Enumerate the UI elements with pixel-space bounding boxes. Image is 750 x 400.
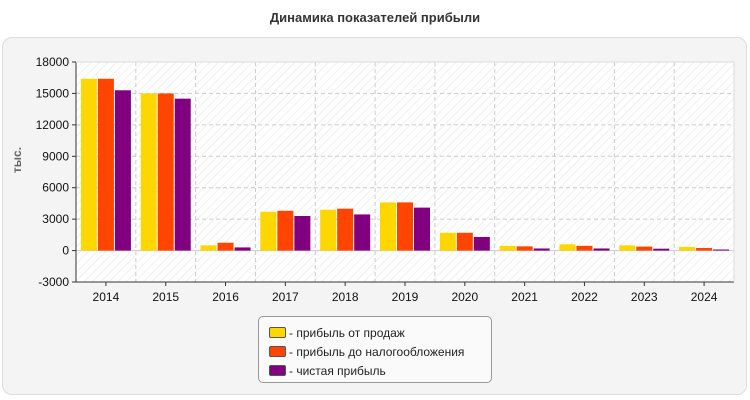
bar: [397, 202, 413, 251]
y-tick-label: -3000: [38, 275, 69, 289]
bar: [456, 232, 473, 251]
x-tick-label: 2021: [511, 290, 538, 304]
bar: [380, 202, 396, 251]
bar: [157, 93, 174, 251]
legend-label: прибыль от продаж: [296, 325, 405, 340]
y-tick-label: 6000: [42, 181, 69, 195]
bar: [559, 244, 576, 251]
bar: [679, 246, 696, 251]
bar: [653, 248, 670, 251]
chart-title: Динамика показателей прибыли: [269, 10, 481, 25]
bar: [499, 245, 516, 251]
bar: [516, 246, 533, 251]
y-tick-labels: 18000 15000 12000 9000 6000 3000 0 -3000: [36, 55, 70, 289]
bar: [140, 93, 157, 251]
bar: [713, 249, 730, 251]
x-tick-label: 2017: [272, 290, 299, 304]
bar: [619, 245, 636, 251]
x-tick-labels: 2014 2015 2016 2017 2018 2019 2020 2021 2022 2023…: [93, 290, 718, 304]
bar: [200, 245, 217, 251]
bar: [576, 245, 593, 251]
legend-label: чистая прибыль: [296, 363, 386, 378]
legend-swatch: [269, 365, 286, 376]
bar: [80, 78, 97, 251]
legend-item-sales-profit: - прибыль от продаж: [269, 323, 491, 342]
legend: - прибыль от продаж - прибыль до налогоо…: [258, 316, 492, 383]
y-tick-label: 15000: [36, 86, 70, 100]
x-tick-label: 2015: [152, 290, 179, 304]
bar: [174, 98, 191, 251]
bar: [473, 236, 490, 251]
y-tick-label: 9000: [42, 149, 69, 163]
bar: [234, 247, 251, 251]
bar: [593, 248, 610, 251]
y-tick-label: 0: [62, 244, 69, 258]
bar: [533, 248, 550, 251]
bar: [414, 207, 430, 251]
x-tick-label: 2024: [691, 290, 718, 304]
bar: [439, 232, 456, 251]
bar: [636, 246, 653, 251]
y-axis-label: тыс.: [10, 147, 24, 173]
legend-swatch: [269, 346, 286, 357]
legend-label: прибыль до налогообложения: [296, 344, 465, 359]
legend-item-net-profit: - чистая прибыль: [269, 361, 491, 380]
bar: [260, 211, 277, 251]
bar: [354, 214, 371, 251]
x-tick-label: 2022: [571, 290, 598, 304]
x-tick-label: 2018: [332, 290, 359, 304]
bars: [80, 78, 730, 251]
bar: [696, 247, 713, 251]
bar: [277, 210, 294, 251]
x-tick-label: 2014: [93, 290, 120, 304]
x-tick-label: 2016: [212, 290, 239, 304]
legend-swatch: [269, 327, 286, 338]
bar: [337, 208, 354, 251]
bar: [320, 209, 337, 251]
bar: [114, 90, 131, 251]
y-tick-label: 3000: [42, 212, 69, 226]
bar: [217, 242, 234, 251]
y-tick-label: 18000: [36, 55, 70, 69]
bar: [294, 216, 311, 251]
x-tick-label: 2020: [451, 290, 478, 304]
x-tick-label: 2023: [631, 290, 658, 304]
y-tick-label: 12000: [36, 118, 70, 132]
x-tick-label: 2019: [392, 290, 419, 304]
axes: [72, 61, 735, 286]
legend-item-pretax-profit: - прибыль до налогообложения: [269, 342, 491, 361]
bar: [97, 78, 114, 251]
